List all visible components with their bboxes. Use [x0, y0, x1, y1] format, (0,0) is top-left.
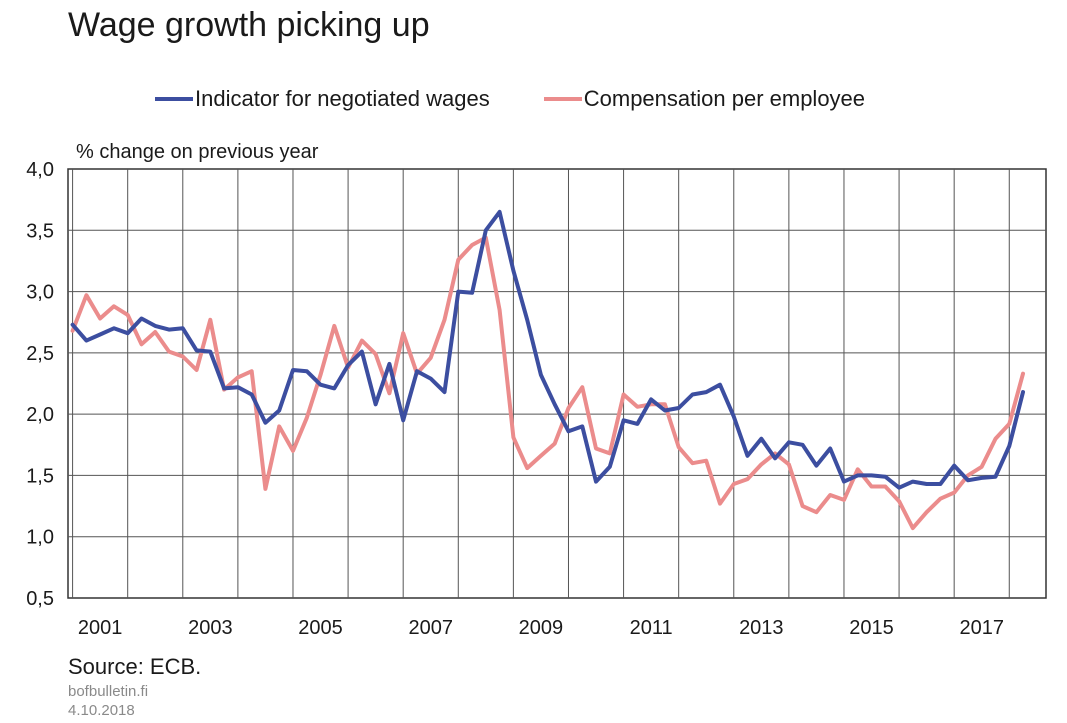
series-line-compensation	[70, 235, 1025, 531]
x-tick-label: 2003	[188, 617, 233, 639]
y-tick-label: 3,5	[26, 220, 54, 242]
y-tick-label: 1,5	[26, 465, 54, 487]
x-tick-label: 2005	[298, 617, 343, 639]
legend-item-negotiated-wages: Indicator for negotiated wages	[155, 86, 490, 112]
x-tick-label: 2015	[849, 617, 894, 639]
legend: Indicator for negotiated wages Compensat…	[155, 84, 919, 114]
y-tick-label: 1,0	[26, 527, 54, 549]
legend-swatch-negotiated-wages	[155, 97, 193, 101]
x-tick-label: 2009	[519, 617, 564, 639]
x-tick-label: 2017	[959, 617, 1004, 639]
y-tick-label: 4,0	[26, 159, 54, 181]
legend-label-negotiated-wages: Indicator for negotiated wages	[195, 86, 490, 111]
series-line-negotiated-wages	[70, 209, 1025, 490]
y-tick-label: 2,0	[26, 404, 54, 426]
y-axis-label: % change on previous year	[76, 141, 319, 163]
site-name: bofbulletin.fi	[68, 683, 149, 700]
x-tick-label: 2013	[739, 617, 784, 639]
legend-item-compensation: Compensation per employee	[543, 86, 866, 112]
x-tick-label: 2001	[78, 617, 123, 639]
source-note: Source: ECB.	[68, 654, 202, 679]
chart-title: Wage growth picking up	[68, 6, 430, 44]
y-tick-label: 3,0	[26, 282, 54, 304]
publish-date: 4.10.2018	[68, 702, 135, 719]
legend-label-compensation: Compensation per employee	[583, 86, 866, 111]
y-tick-label: 2,5	[26, 343, 54, 365]
x-tick-label: 2011	[630, 617, 673, 639]
x-tick-label: 2007	[408, 617, 453, 639]
y-tick-label: 0,5	[26, 588, 54, 610]
legend-swatch-compensation	[543, 97, 582, 101]
